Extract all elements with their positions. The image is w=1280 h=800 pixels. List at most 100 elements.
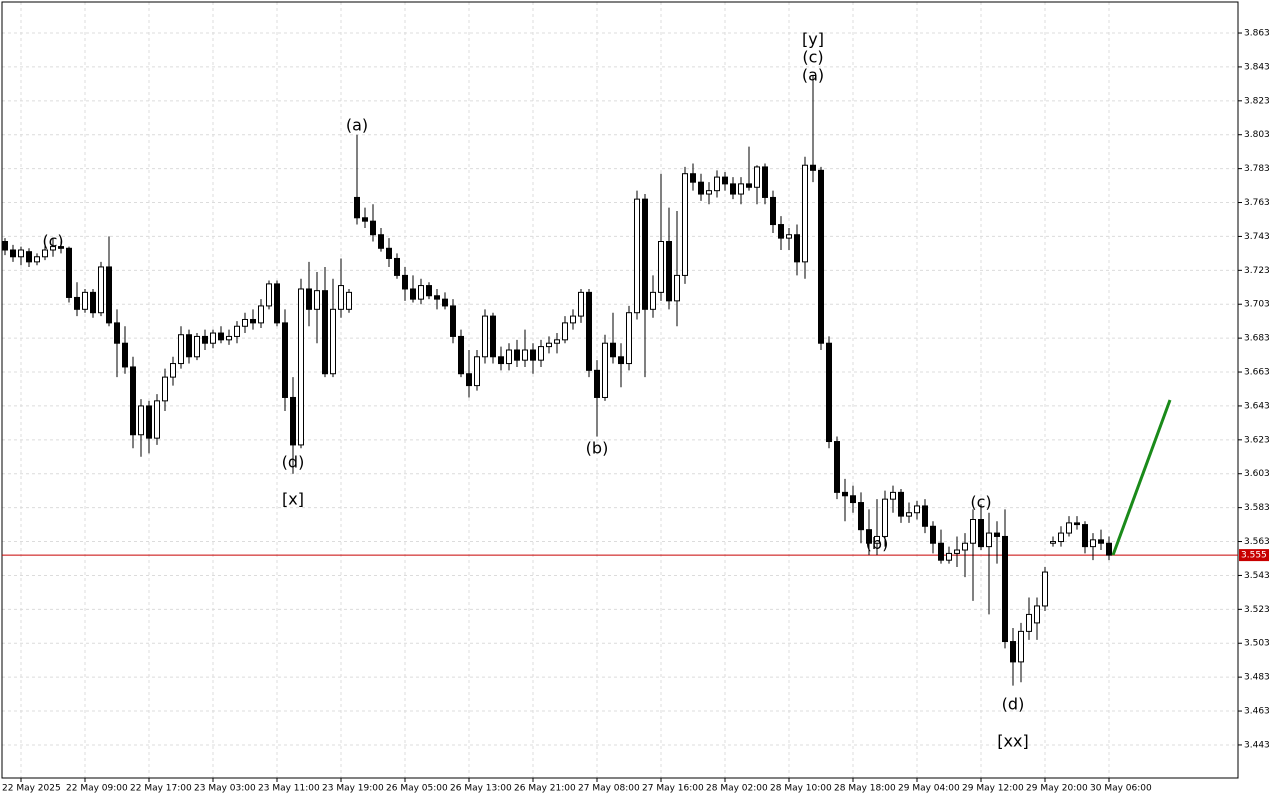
candle-body — [378, 234, 384, 249]
x-tick-label: 27 May 16:00 — [642, 784, 704, 794]
candle-body — [154, 400, 160, 439]
wave-label: [y] — [802, 29, 824, 48]
x-tick-label: 26 May 21:00 — [514, 784, 576, 794]
candle-body — [114, 322, 120, 344]
y-tick-label: 3.643 — [1244, 401, 1270, 411]
candle-body — [506, 349, 512, 365]
x-tick-label: 22 May 17:00 — [130, 784, 192, 794]
candle-body — [498, 356, 504, 365]
candle-body — [666, 241, 672, 302]
x-tick-label: 22 May 09:00 — [66, 784, 128, 794]
x-tick-label: 26 May 05:00 — [386, 784, 448, 794]
candle-body — [194, 335, 200, 358]
wave-label: [x] — [282, 490, 304, 509]
candle-body — [314, 290, 320, 310]
x-tick-label: 27 May 08:00 — [578, 784, 640, 794]
candle-body — [50, 246, 56, 251]
candle-body — [482, 315, 488, 358]
candle-body — [1066, 522, 1072, 534]
candle-body — [170, 363, 176, 378]
x-tick-label: 22 May 2025 — [2, 784, 61, 794]
candle-body — [514, 349, 520, 361]
y-tick-label: 3.663 — [1244, 368, 1270, 378]
candle-body — [946, 552, 952, 561]
y-tick-label: 3.503 — [1244, 639, 1270, 649]
candle-body — [762, 166, 768, 198]
wave-label: (a) — [346, 116, 368, 135]
y-tick-label: 3.443 — [1244, 740, 1270, 750]
candle-body — [746, 183, 752, 188]
x-tick-label: 30 May 06:00 — [1090, 784, 1152, 794]
candle-body — [802, 164, 808, 263]
candle-body — [178, 334, 184, 365]
candle-body — [834, 441, 840, 493]
candle-body — [146, 405, 152, 439]
candle-body — [402, 274, 408, 290]
candle-body — [770, 196, 776, 226]
candle-body — [1050, 541, 1056, 544]
wave-label: (b) — [586, 439, 609, 458]
candle-body — [610, 342, 616, 358]
x-tick-label: 29 May 12:00 — [962, 784, 1024, 794]
candle-body — [898, 491, 904, 517]
x-tick-label: 28 May 18:00 — [834, 784, 896, 794]
candle-body — [938, 542, 944, 561]
candle-body — [474, 356, 480, 387]
candle-body — [978, 519, 984, 548]
candle-body — [922, 505, 928, 527]
y-tick-label: 3.523 — [1244, 605, 1270, 615]
candle-body — [970, 519, 976, 544]
candle-body — [1002, 535, 1008, 643]
candle-body — [2, 241, 8, 251]
candle-body — [34, 256, 40, 263]
candle-body — [202, 335, 208, 344]
candle-body — [714, 176, 720, 192]
x-tick-label: 29 May 20:00 — [1026, 784, 1088, 794]
y-tick-label: 3.743 — [1244, 232, 1270, 242]
y-tick-label: 3.483 — [1244, 673, 1270, 683]
candle-body — [594, 369, 600, 398]
x-tick-label: 29 May 04:00 — [898, 784, 960, 794]
candle-body — [602, 342, 608, 398]
candle-body — [722, 176, 728, 185]
candle-body — [874, 535, 880, 544]
candle-body — [450, 305, 456, 337]
candle-body — [738, 183, 744, 195]
candle-body — [418, 285, 424, 300]
y-tick-label: 3.823 — [1244, 96, 1270, 106]
wave-label: (d) — [1002, 694, 1025, 713]
candle-body — [250, 318, 256, 324]
candle-body — [1098, 539, 1104, 544]
y-tick-label: 3.783 — [1244, 164, 1270, 174]
candle-body — [346, 291, 352, 310]
candle-body — [274, 283, 280, 324]
candle-body — [242, 318, 248, 327]
candle-body — [338, 285, 344, 310]
candle-body — [490, 315, 496, 358]
price-tag — [1239, 549, 1269, 562]
candle-body — [826, 342, 832, 443]
candle-body — [578, 291, 584, 317]
candle-body — [290, 396, 296, 446]
candle-body — [226, 335, 232, 341]
candle-body — [554, 339, 560, 344]
candle-body — [330, 308, 336, 375]
y-tick-label: 3.603 — [1244, 469, 1270, 479]
candle-body — [1034, 605, 1040, 624]
candle-body — [642, 198, 648, 310]
candle-body — [98, 266, 104, 314]
candle-body — [850, 495, 856, 504]
candle-body — [186, 334, 192, 358]
candle-body — [1082, 524, 1088, 548]
candle-body — [130, 366, 136, 436]
candle-body — [1042, 571, 1048, 607]
candle-body — [810, 164, 816, 171]
candle-body — [754, 166, 760, 188]
y-tick-label: 3.683 — [1244, 334, 1270, 344]
candle-body — [122, 342, 128, 368]
candle-body — [322, 290, 328, 375]
candle-body — [18, 249, 24, 258]
